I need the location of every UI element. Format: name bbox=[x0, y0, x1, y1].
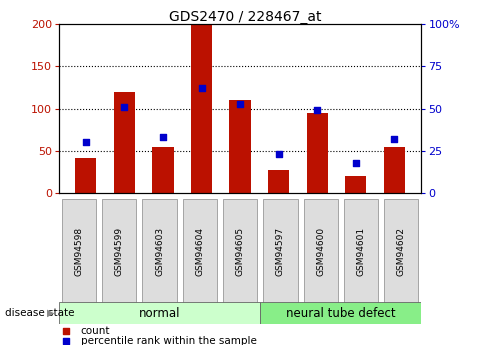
Point bbox=[236, 101, 244, 106]
FancyBboxPatch shape bbox=[143, 199, 176, 304]
FancyBboxPatch shape bbox=[102, 199, 136, 304]
Text: percentile rank within the sample: percentile rank within the sample bbox=[80, 336, 256, 345]
Bar bbox=[152, 147, 173, 193]
Bar bbox=[229, 100, 251, 193]
Text: GSM94603: GSM94603 bbox=[155, 227, 164, 276]
FancyBboxPatch shape bbox=[223, 199, 257, 304]
Text: GDS2470 / 228467_at: GDS2470 / 228467_at bbox=[169, 10, 321, 24]
Text: neural tube defect: neural tube defect bbox=[286, 307, 395, 319]
Point bbox=[62, 328, 70, 333]
Point bbox=[275, 151, 283, 157]
Bar bbox=[345, 176, 367, 193]
Point bbox=[121, 104, 128, 110]
FancyBboxPatch shape bbox=[183, 199, 217, 304]
Text: GSM94601: GSM94601 bbox=[356, 227, 366, 276]
FancyBboxPatch shape bbox=[260, 302, 421, 324]
Point bbox=[82, 140, 90, 145]
Point bbox=[159, 135, 167, 140]
Point bbox=[313, 108, 321, 113]
Text: GSM94600: GSM94600 bbox=[316, 227, 325, 276]
Bar bbox=[384, 147, 405, 193]
Text: GSM94602: GSM94602 bbox=[397, 227, 406, 276]
Text: GSM94605: GSM94605 bbox=[236, 227, 245, 276]
Point bbox=[62, 338, 70, 343]
Text: count: count bbox=[80, 326, 110, 336]
Bar bbox=[75, 158, 97, 193]
Bar bbox=[191, 24, 212, 193]
FancyBboxPatch shape bbox=[263, 199, 297, 304]
Point bbox=[352, 160, 360, 166]
Text: ▶: ▶ bbox=[47, 308, 54, 318]
Text: GSM94604: GSM94604 bbox=[196, 227, 204, 276]
Text: normal: normal bbox=[139, 307, 180, 319]
Bar bbox=[114, 92, 135, 193]
Text: GSM94597: GSM94597 bbox=[276, 227, 285, 276]
FancyBboxPatch shape bbox=[59, 302, 260, 324]
FancyBboxPatch shape bbox=[62, 199, 96, 304]
Bar bbox=[307, 113, 328, 193]
Text: GSM94598: GSM94598 bbox=[74, 227, 83, 276]
Point bbox=[197, 86, 205, 91]
FancyBboxPatch shape bbox=[304, 199, 338, 304]
Text: disease state: disease state bbox=[5, 308, 74, 318]
FancyBboxPatch shape bbox=[384, 199, 418, 304]
FancyBboxPatch shape bbox=[344, 199, 378, 304]
Text: GSM94599: GSM94599 bbox=[115, 227, 124, 276]
Bar bbox=[268, 169, 289, 193]
Point bbox=[391, 136, 398, 142]
